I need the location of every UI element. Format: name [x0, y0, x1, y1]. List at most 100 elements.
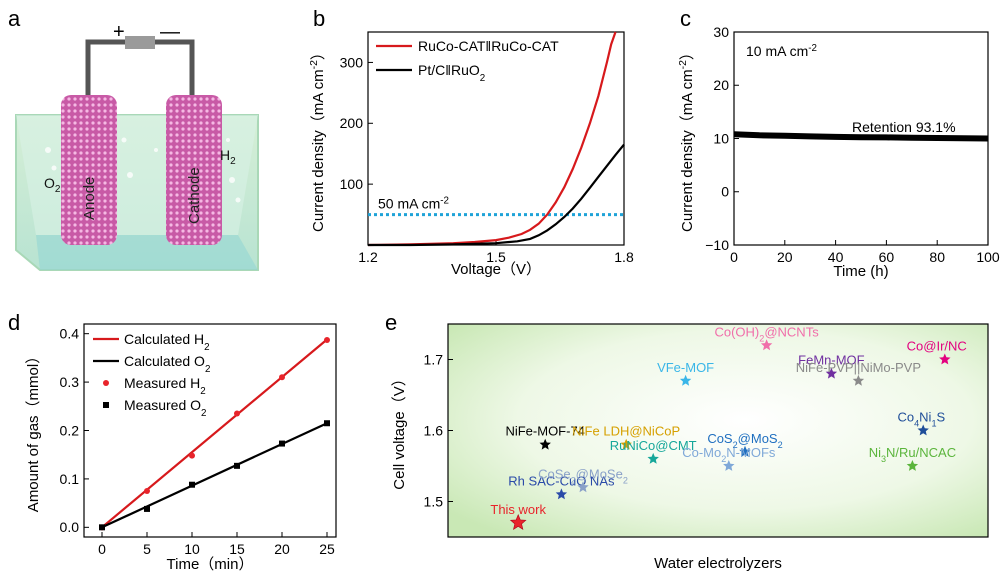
x-tick-label: 0 — [98, 541, 106, 557]
measured-point — [189, 452, 195, 459]
data-point-label: VFe-MOF — [657, 360, 714, 375]
y-tick-label: 1.7 — [424, 351, 444, 367]
series-line — [367, 31, 617, 247]
wire-left — [85, 39, 125, 95]
data-point-label: Ni3N/Ru/NCAC — [869, 445, 956, 464]
anode-label: Anode — [81, 177, 98, 220]
y-tick-label: 10 — [713, 130, 729, 146]
retention-annotation: Retention 93.1% — [852, 119, 956, 135]
y-tick-label: 0.2 — [60, 422, 80, 438]
y-axis-label: Current density（mA cm-2） — [677, 45, 696, 232]
calculated-line — [101, 338, 328, 529]
stability-trace — [733, 131, 989, 142]
measured-point — [234, 410, 240, 417]
wire-right — [155, 39, 195, 95]
o2-gas-label: O2 — [44, 175, 61, 195]
y-tick-label: 0.0 — [60, 519, 80, 535]
gas-bubbles — [45, 137, 241, 203]
data-star — [679, 374, 692, 386]
y-axis-label: Cell voltage（V） — [391, 371, 408, 489]
data-point-label: Co4Ni1S — [897, 410, 945, 429]
panel-letter-b: b — [313, 6, 325, 31]
measured-point — [279, 440, 285, 447]
x-tick-label: 1.2 — [358, 249, 378, 265]
y-tick-label: 100 — [340, 176, 364, 192]
measured-point — [234, 462, 240, 469]
legend-label: Calculated H2 — [124, 331, 210, 353]
data-point-label: FeMn-MOF — [798, 353, 865, 368]
legend-swatch — [103, 402, 109, 408]
data-star — [509, 514, 527, 530]
panel-letter-d: d — [8, 310, 20, 335]
y-tick-label: 20 — [713, 77, 729, 93]
panel-letter-a: a — [8, 6, 21, 31]
data-star — [723, 460, 735, 471]
panel-a-illustration: a + — Anode Cathode O2 H2 — [8, 6, 259, 271]
data-point-label: CoSe2@MoSe2 — [538, 466, 628, 485]
measured-point — [189, 481, 195, 488]
cathode-label: Cathode — [186, 167, 203, 224]
data-star — [539, 438, 551, 450]
measured-point — [324, 336, 330, 343]
data-point-label: RuNiCo@CMT — [610, 438, 697, 453]
y-tick-label: 200 — [340, 115, 364, 131]
x-tick-label: 1.8 — [614, 249, 634, 265]
data-star — [825, 367, 838, 379]
data-point-label: Rh SAC-CuO NAs — [508, 473, 615, 488]
x-tick-label: 60 — [879, 249, 895, 265]
y-tick-label: 0 — [721, 184, 729, 200]
calculated-line — [101, 422, 328, 529]
panel-e-chart: e 1.5 1.6 1.7 Water electrolyzers Cell voltag… — [385, 310, 989, 572]
y-tick-label: 300 — [340, 54, 364, 70]
panel-b-chart: b 1.2 1.5 1.8 100 200 300 Voltage（V） Current den… — [308, 6, 634, 278]
data-point-label: This work — [490, 502, 546, 517]
panel-letter-e: e — [385, 310, 397, 335]
data-star — [917, 424, 929, 436]
x-tick-label: 0 — [730, 249, 738, 265]
data-point-label: Co@Ir/NC — [907, 339, 967, 354]
data-point-label: NiFe LDH@NiCoP — [572, 424, 680, 439]
y-tick-label: 1.5 — [424, 493, 444, 509]
legend-label: Pt/C‖RuO2 — [418, 62, 485, 84]
data-point-label: Co(OH)2@NCNTs — [714, 324, 819, 343]
panel-letter-c: c — [680, 6, 691, 31]
y-tick-label: 1.6 — [424, 422, 444, 438]
minus-sign: — — [160, 21, 180, 43]
x-tick-label: 20 — [777, 249, 793, 265]
data-star — [620, 438, 632, 450]
x-tick-label: 15 — [229, 541, 245, 557]
data-point-label: NiFe-PVP||NiMo-PVP — [796, 360, 921, 375]
x-tick-label: 80 — [929, 249, 945, 265]
y-tick-label: −10 — [705, 237, 729, 253]
x-axis-label: Time (h) — [833, 263, 888, 280]
x-tick-label: 1.5 — [486, 249, 506, 265]
x-axis-label: Voltage（V） — [451, 261, 541, 278]
x-axis-label: Time（min） — [167, 556, 254, 573]
data-star — [647, 452, 659, 464]
current-density-annotation: 10 mA cm-2 — [746, 43, 817, 60]
x-axis-label: Water electrolyzers — [654, 555, 782, 572]
data-star — [939, 353, 951, 365]
data-point-label: Co-Mo2N-MOFs — [682, 445, 776, 464]
measured-point — [279, 374, 285, 381]
y-tick-label: 0.4 — [60, 326, 80, 342]
y-tick-label: 0.1 — [60, 471, 80, 487]
measured-point — [99, 524, 105, 531]
h2-gas-label: H2 — [220, 147, 236, 167]
measured-point — [324, 420, 330, 427]
x-tick-label: 10 — [184, 541, 200, 557]
legend-label: Measured H2 — [124, 375, 206, 397]
y-tick-label: 0.3 — [60, 374, 80, 390]
legend-label: RuCo-CAT‖RuCo-CAT — [418, 38, 559, 54]
data-star — [739, 445, 751, 457]
anode-electrode — [61, 95, 117, 245]
y-axis-label: Current density（mA cm-2） — [308, 45, 327, 232]
y-axis-label: Amount of gas（mmol） — [25, 349, 42, 512]
x-tick-label: 5 — [143, 541, 151, 557]
plus-sign: + — [113, 21, 125, 43]
legend-label: Measured O2 — [124, 397, 207, 419]
series-line — [368, 143, 625, 247]
legend-label: Calculated O2 — [124, 353, 210, 375]
legend-swatch — [103, 380, 109, 386]
